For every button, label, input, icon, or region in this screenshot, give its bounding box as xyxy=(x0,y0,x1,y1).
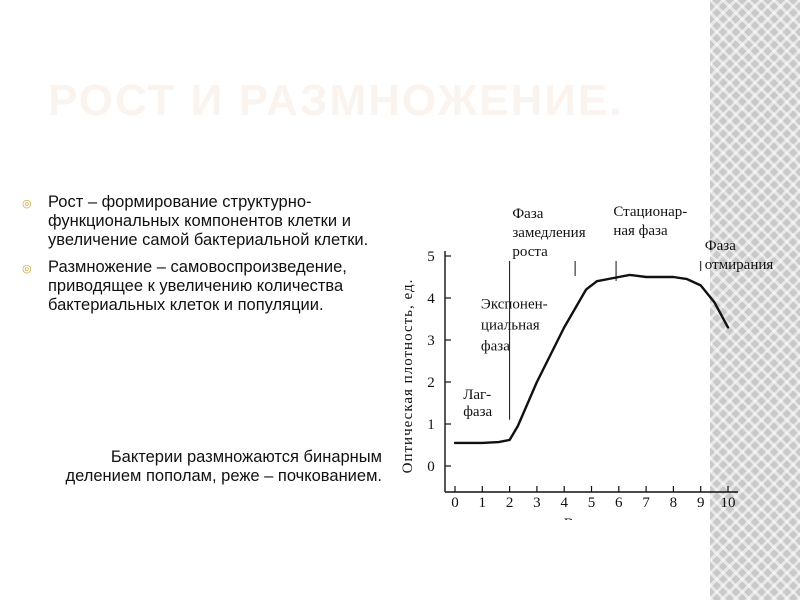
phase-label: ная фаза xyxy=(613,223,668,239)
x-tick-label: 2 xyxy=(506,495,513,511)
growth-curve-chart: 0 1 2 3 4 5 0 1 2 3 4 5 6 7 8 9 10 Время, ч Оптическая пло… xyxy=(400,204,774,520)
x-tick-label: 0 xyxy=(451,495,459,511)
y-tick-label: 2 xyxy=(427,375,435,391)
y-tick-label: 1 xyxy=(427,417,435,433)
double-circle-bullet-icon: ◎ xyxy=(22,198,32,210)
bullet-text: Рост – формирование структурно-функциона… xyxy=(48,193,369,249)
growth-curve-line xyxy=(453,273,730,445)
x-tick-label: 6 xyxy=(615,495,623,511)
x-tick-label: 1 xyxy=(479,495,487,511)
y-tick-label: 4 xyxy=(427,291,435,307)
y-axis-label: Оптическая плотность, ед. xyxy=(400,279,416,474)
phase-label: Фаза xyxy=(705,238,736,254)
phase-label: циальная xyxy=(481,318,540,334)
x-tick-label: 5 xyxy=(588,495,596,511)
bullet-list: ◎ Рост – формирование структурно-функцио… xyxy=(22,193,392,323)
x-tick-label: 8 xyxy=(670,495,678,511)
phase-label: фаза xyxy=(481,339,510,355)
double-circle-bullet-icon: ◎ xyxy=(22,263,32,275)
bullet-item: ◎ Размножение – самовоспроизведение, при… xyxy=(22,258,392,315)
x-tick-label: 4 xyxy=(560,495,568,511)
x-axis-label: Время, ч xyxy=(564,516,620,520)
reproduction-note: Бактерии размножаются бинарным делением … xyxy=(65,448,382,485)
phase-label: отмирания xyxy=(705,257,774,273)
x-tick-label: 10 xyxy=(721,495,736,511)
phase-label: Фаза xyxy=(512,206,543,222)
y-tick-label: 0 xyxy=(427,459,435,475)
bullet-text: Размножение – самовоспроизведение, приво… xyxy=(48,258,347,314)
x-tick-label: 9 xyxy=(697,495,705,511)
phase-label: Стационар- xyxy=(613,204,687,220)
bullet-item: ◎ Рост – формирование структурно-функцио… xyxy=(22,193,392,250)
y-tick-label: 5 xyxy=(427,249,435,265)
x-tick-label: 3 xyxy=(533,495,541,511)
x-tick-label: 7 xyxy=(642,495,650,511)
y-tick-label: 3 xyxy=(427,333,435,349)
slide-title: РОСТ И РАЗМНОЖЕНИЕ. xyxy=(48,76,624,125)
phase-label: фаза xyxy=(463,404,492,420)
phase-label: Экспонен- xyxy=(481,297,548,313)
decorative-stripe xyxy=(710,0,800,600)
phase-label: замедления xyxy=(512,225,585,241)
phase-label: роста xyxy=(512,244,548,260)
phase-label: Лаг- xyxy=(463,387,491,403)
